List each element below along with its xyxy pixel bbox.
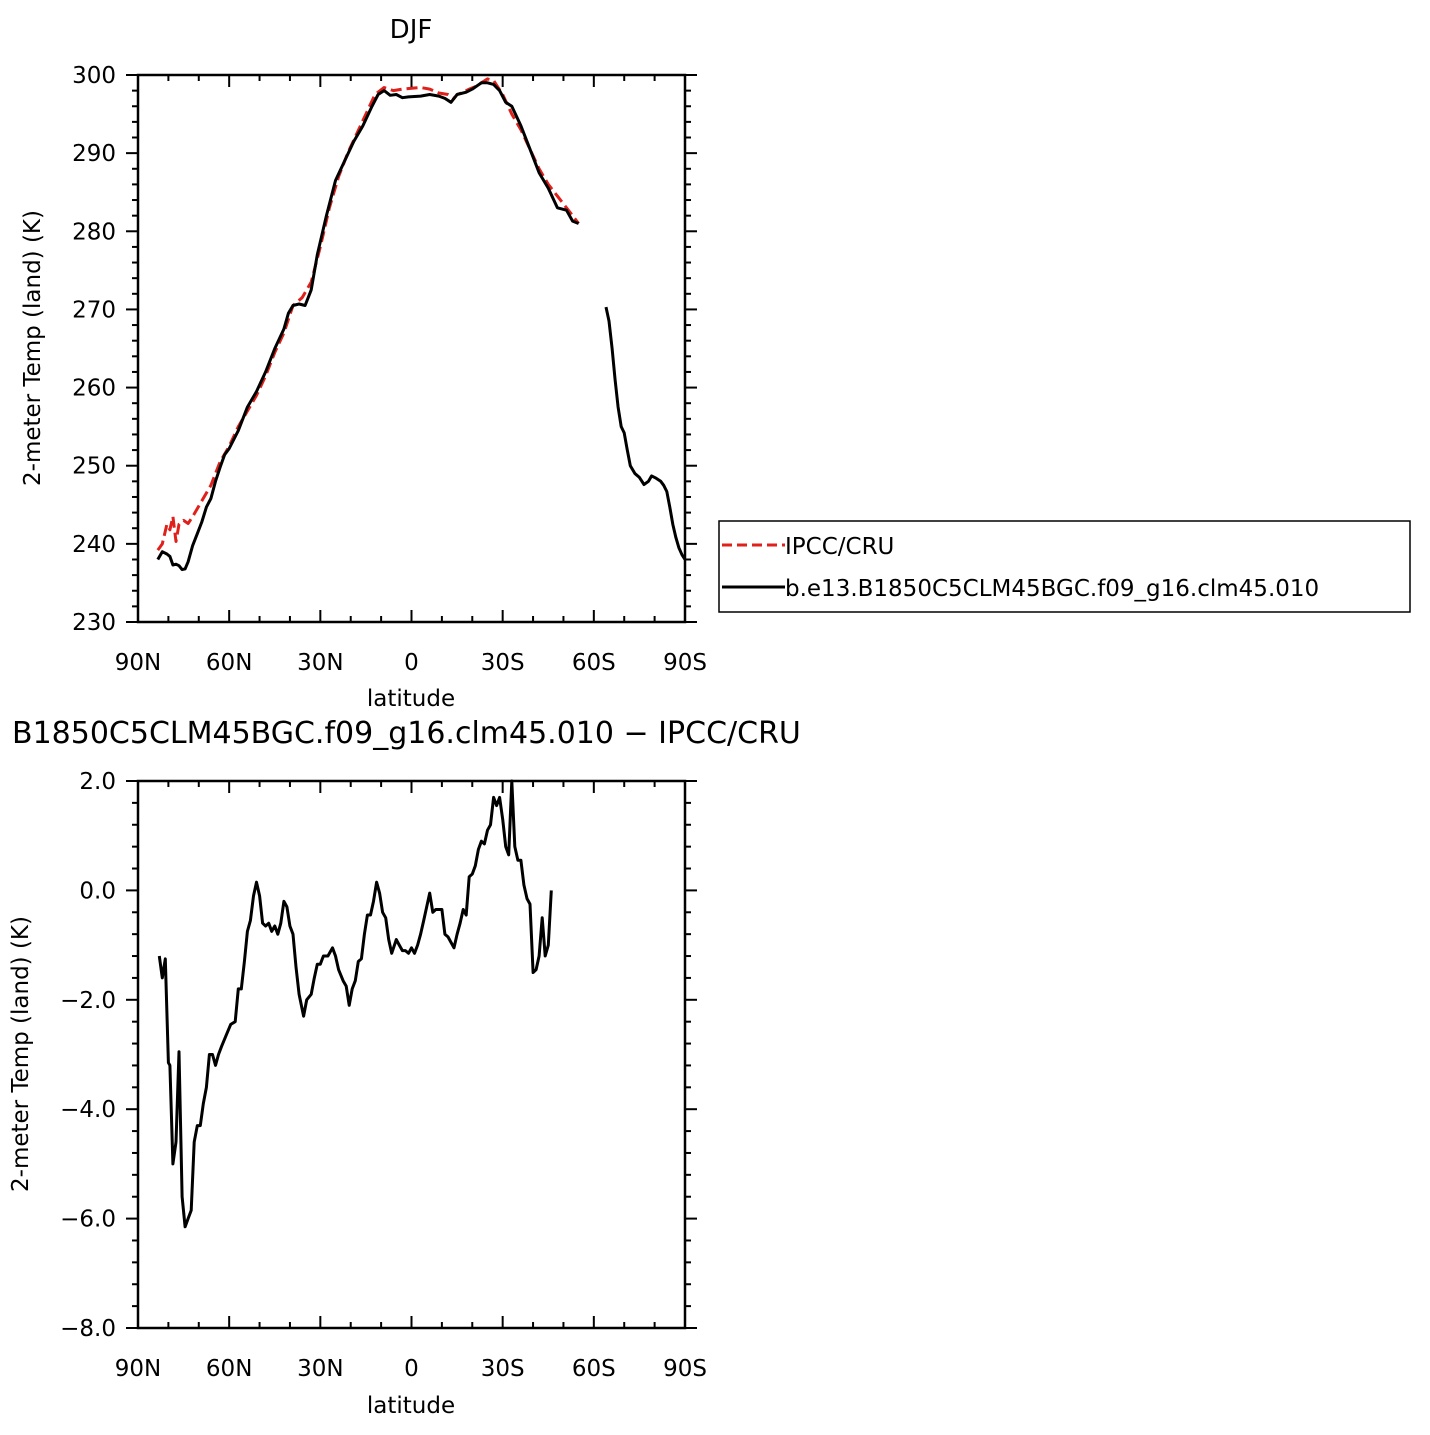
top-plot-frame (136, 73, 687, 624)
top-series-line-1-seg-0 (156, 81, 580, 572)
top-x-tick-label: 30S (481, 650, 525, 676)
bottom-x-axis-label: latitude (367, 1393, 455, 1419)
bottom-x-tick-label: 30N (297, 1356, 343, 1382)
top-y-tick-label: 270 (72, 297, 116, 323)
bottom-y-tick-label: 2.0 (79, 769, 116, 795)
top-x-tick-label: 60N (206, 650, 252, 676)
top-x-tick-label: 60S (572, 650, 616, 676)
legend-label-ipcc-cru: IPCC/CRU (785, 534, 894, 560)
bottom-x-tick-label: 60N (206, 1356, 252, 1382)
bottom-y-tick-label: −4.0 (60, 1097, 116, 1123)
bottom-plot-marks (157, 779, 553, 1229)
top-series-line-1-seg-1 (604, 306, 687, 561)
bottom-y-tick-label: −6.0 (60, 1207, 116, 1233)
top-x-tick-label: 30N (297, 650, 343, 676)
top-x-tick-label: 0 (404, 650, 419, 676)
top-x-tick-label: 90N (115, 650, 161, 676)
top-y-tick-label: 250 (72, 454, 116, 480)
bottom-series-line-0 (157, 779, 553, 1229)
legend-box (718, 520, 1411, 613)
top-y-tick-label: 290 (72, 141, 116, 167)
top-chart-title: DJF (390, 15, 433, 45)
top-y-tick-label: 300 (72, 63, 116, 89)
bottom-x-tick-label: 90N (115, 1356, 161, 1382)
top-plot-marks (156, 77, 687, 572)
top-x-tick-label: 90S (663, 650, 707, 676)
bottom-axis-ticks: 90N 60N 30N 0 30S 60S 90S −8.0 −6.0 −4.0 −2.0 0.0 2.… (60, 769, 707, 1382)
top-y-tick-label: 260 (72, 376, 116, 402)
bottom-chart-title: B1850C5CLM45BGC.f09_g16.clm45.010 − IPCC… (12, 716, 801, 751)
bottom-panel: B1850C5CLM45BGC.f09_g16.clm45.010 − IPCC… (8, 716, 801, 1419)
legend: IPCC/CRU b.e13.B1850C5CLM45BGC.f09_g16.c… (718, 520, 1411, 613)
bottom-y-tick-label: −2.0 (60, 988, 116, 1014)
top-y-axis-label: 2-meter Temp (land) (K) (20, 210, 46, 486)
top-x-axis-label: latitude (367, 686, 455, 712)
bottom-x-tick-label: 60S (572, 1356, 616, 1382)
top-panel: DJF 90N 60N 30N 0 30S 60S 90S 230 240 250 260 270 28… (20, 15, 707, 712)
top-axis-ticks: 90N 60N 30N 0 30S 60S 90S 230 240 250 260 270 280 290… (72, 63, 707, 676)
top-y-tick-label: 230 (72, 610, 116, 636)
bottom-y-tick-label: −8.0 (60, 1316, 116, 1342)
bottom-y-tick-label: 0.0 (79, 878, 116, 904)
top-y-tick-label: 240 (72, 532, 116, 558)
legend-label-model: b.e13.B1850C5CLM45BGC.f09_g16.clm45.010 (785, 576, 1319, 602)
top-series-line-0 (156, 77, 580, 551)
bottom-y-axis-label: 2-meter Temp (land) (K) (8, 916, 34, 1192)
bottom-x-tick-label: 0 (404, 1356, 419, 1382)
bottom-x-tick-label: 90S (663, 1356, 707, 1382)
top-y-tick-label: 280 (72, 219, 116, 245)
bottom-x-tick-label: 30S (481, 1356, 525, 1382)
